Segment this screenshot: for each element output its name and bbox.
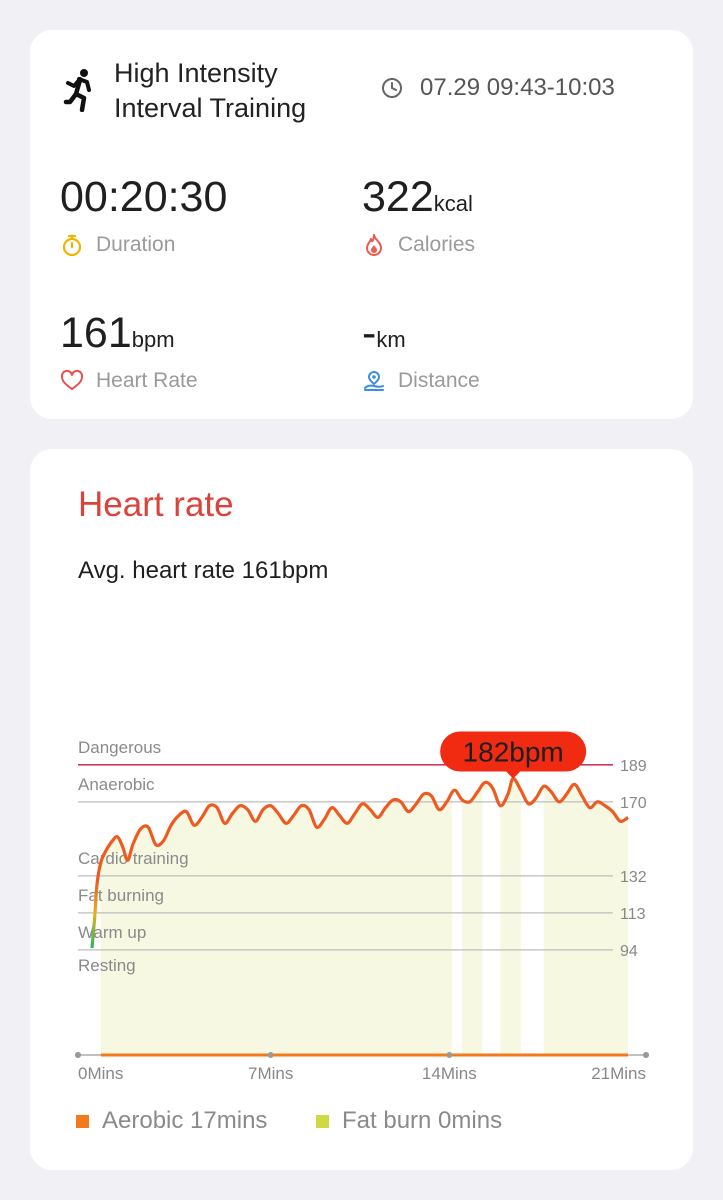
heart-rate-line [90,776,629,949]
x-tick-dot-3 [643,1052,649,1058]
heart-rate-chart: 189 170 132 113 94 Dangerous Anaerobic Cardio t… [75,731,649,1083]
heart-rate-metric: 161bpm Heart Rate [60,310,198,393]
heart-rate-area [100,778,628,1055]
distance-metric: -km Distance [362,310,480,393]
zone-label-3: Fat burning [78,886,164,905]
legend-aerobic-swatch [76,1114,89,1128]
calories-metric: 322kcal Calories [362,174,475,257]
x-tick-dot-1 [267,1052,274,1058]
x-tick-label-3: 21Mins [591,1064,646,1083]
zone-label-1: Anaerobic [78,775,155,794]
y-tick-label-0: 189 [620,758,647,775]
highlight-band-0 [451,790,463,1055]
heart-rate-unit: bpm [131,327,175,352]
duration-metric: 00:20:30 Duration [60,174,227,257]
zone-label-4: Warm up [78,923,146,942]
x-tick-label-1: 7Mins [248,1064,293,1083]
peak-pointer [505,770,522,779]
highlight-band-2 [520,790,544,1055]
legend-fat-burn: Fat burn 0mins [316,1107,502,1135]
time-range-text: 07.29 09:43-10:03 [420,74,615,101]
y-tick-label-3: 113 [620,906,646,923]
distance-value: - [362,309,377,357]
calories-label: Calories [398,233,476,256]
heart-icon [60,369,84,390]
legend-aerobic: Aerobic 17mins [76,1107,267,1135]
heart-rate-value: 161 [60,309,132,357]
y-tick-label-1: 170 [620,795,647,812]
distance-unit: km [376,327,406,352]
zone-label-0: Dangerous [78,738,161,757]
x-tick-label-2: 14Mins [422,1064,477,1083]
calories-unit: kcal [433,191,473,216]
highlight-band-1 [482,790,501,1055]
duration-value: 00:20:30 [60,173,228,221]
x-tick-dot-2 [446,1052,453,1058]
activity-title: High Intensity Interval Training [114,58,307,123]
clock-icon [382,78,402,98]
peak-bubble [440,731,587,772]
legend-aerobic-label: Aerobic 17mins [102,1107,268,1134]
x-tick-label-0: 0Mins [78,1064,123,1083]
y-tick-label-2: 132 [620,869,647,886]
zone-label-5: Resting [78,956,136,975]
flame-icon [366,234,382,256]
average-heart-rate: Avg. heart rate 161bpm [78,557,329,584]
workout-summary-card: High Intensity Interval Training 07.29 0… [30,30,693,419]
zone-label-2: Cardio training [78,849,189,868]
duration-label: Duration [96,233,176,256]
distance-label: Distance [398,369,480,392]
time-range: 07.29 09:43-10:03 [380,74,615,102]
calories-value: 322 [362,173,434,221]
peak-label: 182bpm [463,736,564,767]
legend-fat-burn-label: Fat burn 0mins [342,1107,503,1134]
heart-rate-card: Heart rate Avg. heart rate 161bpm 189 170… [30,449,693,1170]
route-pin-icon [364,370,384,391]
x-tick-dot-0 [75,1052,81,1058]
heart-rate-title: Heart rate [78,485,234,524]
legend-fat-burn-swatch [316,1114,329,1128]
heart-rate-label: Heart Rate [96,369,198,392]
stopwatch-icon [62,234,82,257]
y-tick-label-4: 94 [620,943,638,960]
running-person-icon [63,69,91,112]
